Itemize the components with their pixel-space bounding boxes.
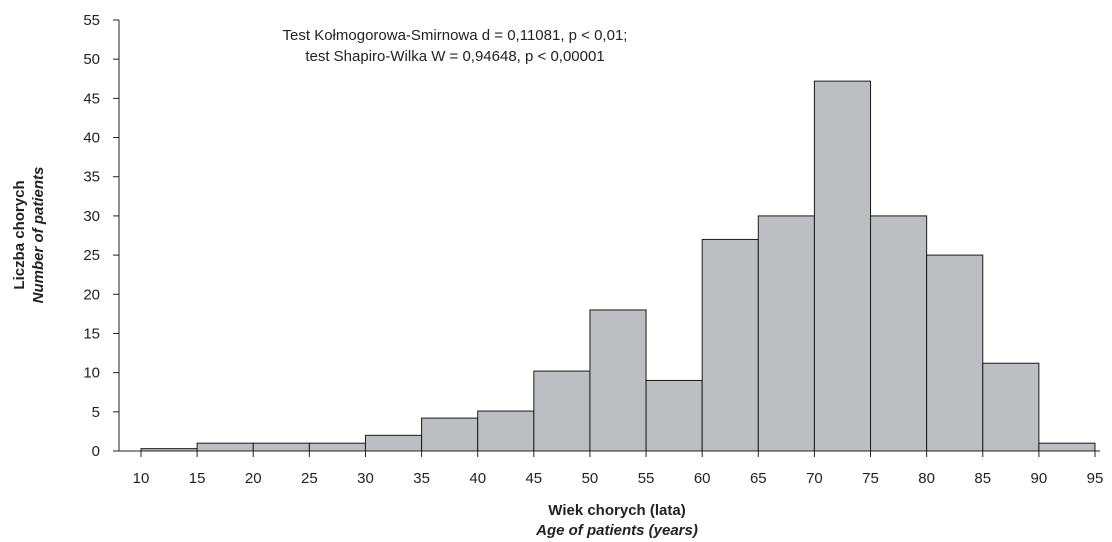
histogram-bar-45-50	[533, 370, 591, 452]
y-tick-label-55: 55	[83, 12, 100, 29]
x-tick-label-25: 25	[301, 470, 318, 487]
histogram-bar-30-35	[364, 434, 423, 452]
y-axis-title-en: Number of patients	[30, 167, 47, 304]
histogram-bar-50-55	[589, 309, 647, 452]
histogram-bar-40-45	[477, 410, 535, 452]
x-axis-title: Wiek chorych (lata)	[548, 502, 685, 519]
y-axis-title: Liczba chorych	[11, 180, 28, 289]
x-tick-label-55: 55	[638, 470, 655, 487]
annotation-line-2: test Shapiro-Wilka W = 0,94648, p < 0,00…	[305, 48, 604, 65]
y-tick-label-0: 0	[92, 443, 100, 460]
histogram-bar-80-85	[926, 254, 984, 452]
histogram-bar-75-80	[870, 215, 928, 452]
x-ticks-group: 10 15 20 25 30 35 40 45 50 55 60 65 70 75 80 85 90 95	[133, 451, 1104, 487]
x-tick-label-95: 95	[1087, 470, 1104, 487]
x-tick-label-35: 35	[413, 470, 430, 487]
y-tick-label-50: 50	[83, 51, 100, 68]
y-tick-label-25: 25	[83, 247, 100, 264]
x-tick-label-90: 90	[1031, 470, 1048, 487]
x-tick-label-50: 50	[582, 470, 599, 487]
x-tick-label-15: 15	[189, 470, 206, 487]
histogram-bar-20-25	[252, 442, 310, 452]
x-tick-label-30: 30	[357, 470, 374, 487]
y-tick-label-40: 40	[83, 130, 100, 147]
histogram-bar-65-70	[757, 215, 815, 452]
x-tick-label-20: 20	[245, 470, 262, 487]
y-tick-label-20: 20	[83, 286, 100, 303]
histogram-bar-35-40	[421, 417, 479, 452]
x-tick-label-10: 10	[133, 470, 150, 487]
histogram-bar-15-20	[196, 442, 254, 452]
y-tick-label-30: 30	[83, 208, 100, 225]
y-ticks-group: 0 5 10 15 20 25 30 35 40 45 50 55	[83, 12, 119, 460]
y-tick-label-35: 35	[83, 169, 100, 186]
x-tick-label-60: 60	[694, 470, 711, 487]
histogram-bar-60-65	[701, 238, 759, 452]
bars-group	[140, 80, 1096, 452]
histogram-bar-90-95	[1038, 442, 1096, 452]
histogram-bar-55-60	[645, 379, 703, 452]
y-tick-label-10: 10	[83, 365, 100, 382]
x-tick-label-65: 65	[750, 470, 767, 487]
x-tick-label-70: 70	[806, 470, 823, 487]
y-tick-label-45: 45	[83, 90, 100, 107]
x-tick-label-80: 80	[918, 470, 935, 487]
x-tick-label-40: 40	[469, 470, 486, 487]
x-tick-label-85: 85	[974, 470, 991, 487]
histogram-bar-85-90	[982, 362, 1040, 452]
x-tick-label-45: 45	[525, 470, 542, 487]
histogram-bar-25-30	[308, 442, 366, 452]
y-tick-label-5: 5	[92, 404, 100, 421]
histogram-bar-70-75	[813, 80, 872, 452]
y-tick-label-15: 15	[83, 325, 100, 342]
annotation-line-1: Test Kołmogorowa-Smirnowa d = 0,11081, p…	[283, 27, 628, 44]
x-axis-title-en: Age of patients (years)	[535, 522, 698, 539]
x-tick-label-75: 75	[862, 470, 879, 487]
